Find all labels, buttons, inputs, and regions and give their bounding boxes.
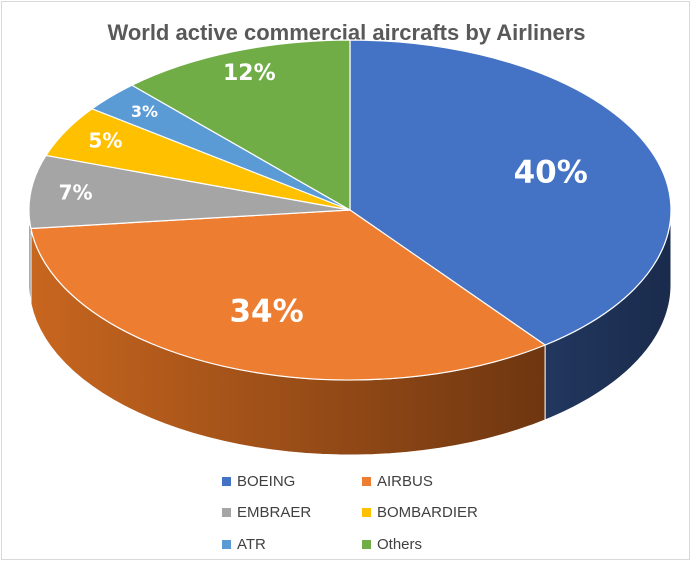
pie-slice-others[interactable] xyxy=(131,39,351,211)
data-label-atr: 3% xyxy=(131,102,158,121)
pie-slice-boeing[interactable] xyxy=(349,39,672,346)
data-label-bombardier: 5% xyxy=(88,129,122,153)
pie-slice-embraer[interactable] xyxy=(28,154,351,230)
data-label-airbus: 34% xyxy=(229,294,303,330)
pie-slice-airbus[interactable] xyxy=(30,209,546,381)
data-label-boeing: 40% xyxy=(514,155,588,191)
data-label-others: 12% xyxy=(223,61,276,86)
data-label-embraer: 7% xyxy=(59,181,93,205)
